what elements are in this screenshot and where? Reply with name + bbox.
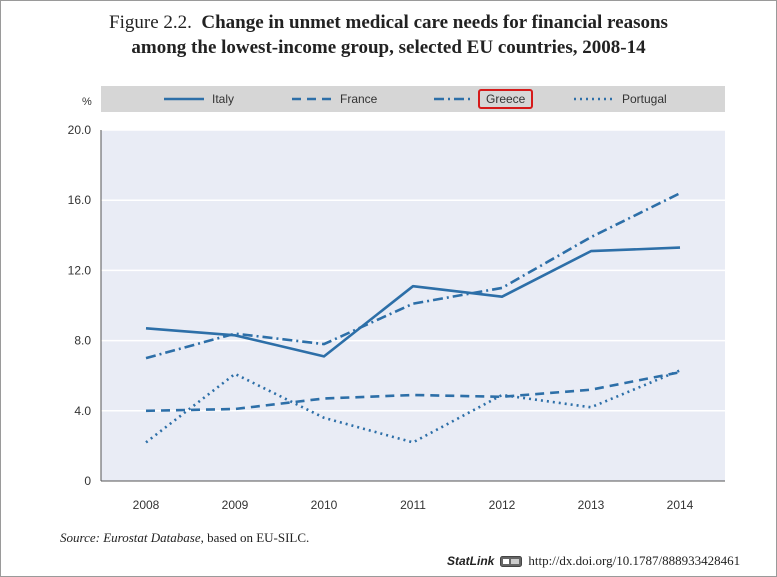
source-database: Eurostat Database [103, 530, 201, 545]
legend-item-portugal: Portugal [574, 86, 667, 112]
legend-item-greece: Greece [434, 86, 534, 112]
y-tick-label: 12.0 [68, 263, 92, 277]
source-prefix: Source: [60, 530, 100, 545]
figure-number: Figure 2.2. [109, 12, 192, 33]
legend-label: Italy [212, 92, 235, 106]
y-tick-label: 0 [84, 474, 91, 488]
statlink-url[interactable]: http://dx.doi.org/10.1787/888933428461 [528, 553, 741, 568]
x-tick-label: 2010 [311, 498, 338, 512]
figure-title: Figure 2.2. Change in unmet medical care… [0, 10, 777, 60]
x-tick-label: 2011 [400, 498, 426, 512]
y-tick-label: 8.0 [74, 334, 91, 348]
x-tick-label: 2008 [133, 498, 160, 512]
legend: Italy France Greece Portugal [101, 86, 725, 112]
source-note: Source: Eurostat Database, based on EU-S… [60, 530, 309, 546]
plot-area [101, 130, 725, 481]
legend-label: Portugal [622, 92, 667, 106]
x-tick-label: 2012 [489, 498, 516, 512]
legend-swatch-portugal [574, 97, 614, 101]
statlink-brand: StatLink [447, 554, 495, 568]
x-tick-label: 2009 [222, 498, 249, 512]
x-tick-label: 2014 [667, 498, 694, 512]
legend-item-france: France [292, 86, 377, 112]
legend-item-italy: Italy [164, 86, 234, 112]
y-tick-label: 16.0 [68, 193, 92, 207]
y-tick-label: 4.0 [74, 404, 91, 418]
title-line-1: Change in unmet medical care needs for f… [201, 12, 668, 33]
statlink-excel-icon [500, 555, 523, 567]
legend-swatch-greece [434, 97, 474, 101]
legend-swatch-france [292, 97, 332, 101]
legend-label: France [340, 92, 378, 106]
y-unit-label: % [82, 96, 92, 108]
statlink[interactable]: StatLink http://dx.doi.org/10.1787/88893… [447, 553, 740, 569]
x-tick-label: 2013 [578, 498, 605, 512]
source-suffix: , based on EU-SILC. [200, 530, 310, 545]
legend-label: Greece [478, 89, 534, 109]
y-tick-label: 20.0 [68, 123, 92, 137]
series-line-italy [145, 246, 681, 358]
legend-swatch-italy [164, 97, 204, 101]
title-line-2: among the lowest-income group, selected … [131, 37, 646, 58]
